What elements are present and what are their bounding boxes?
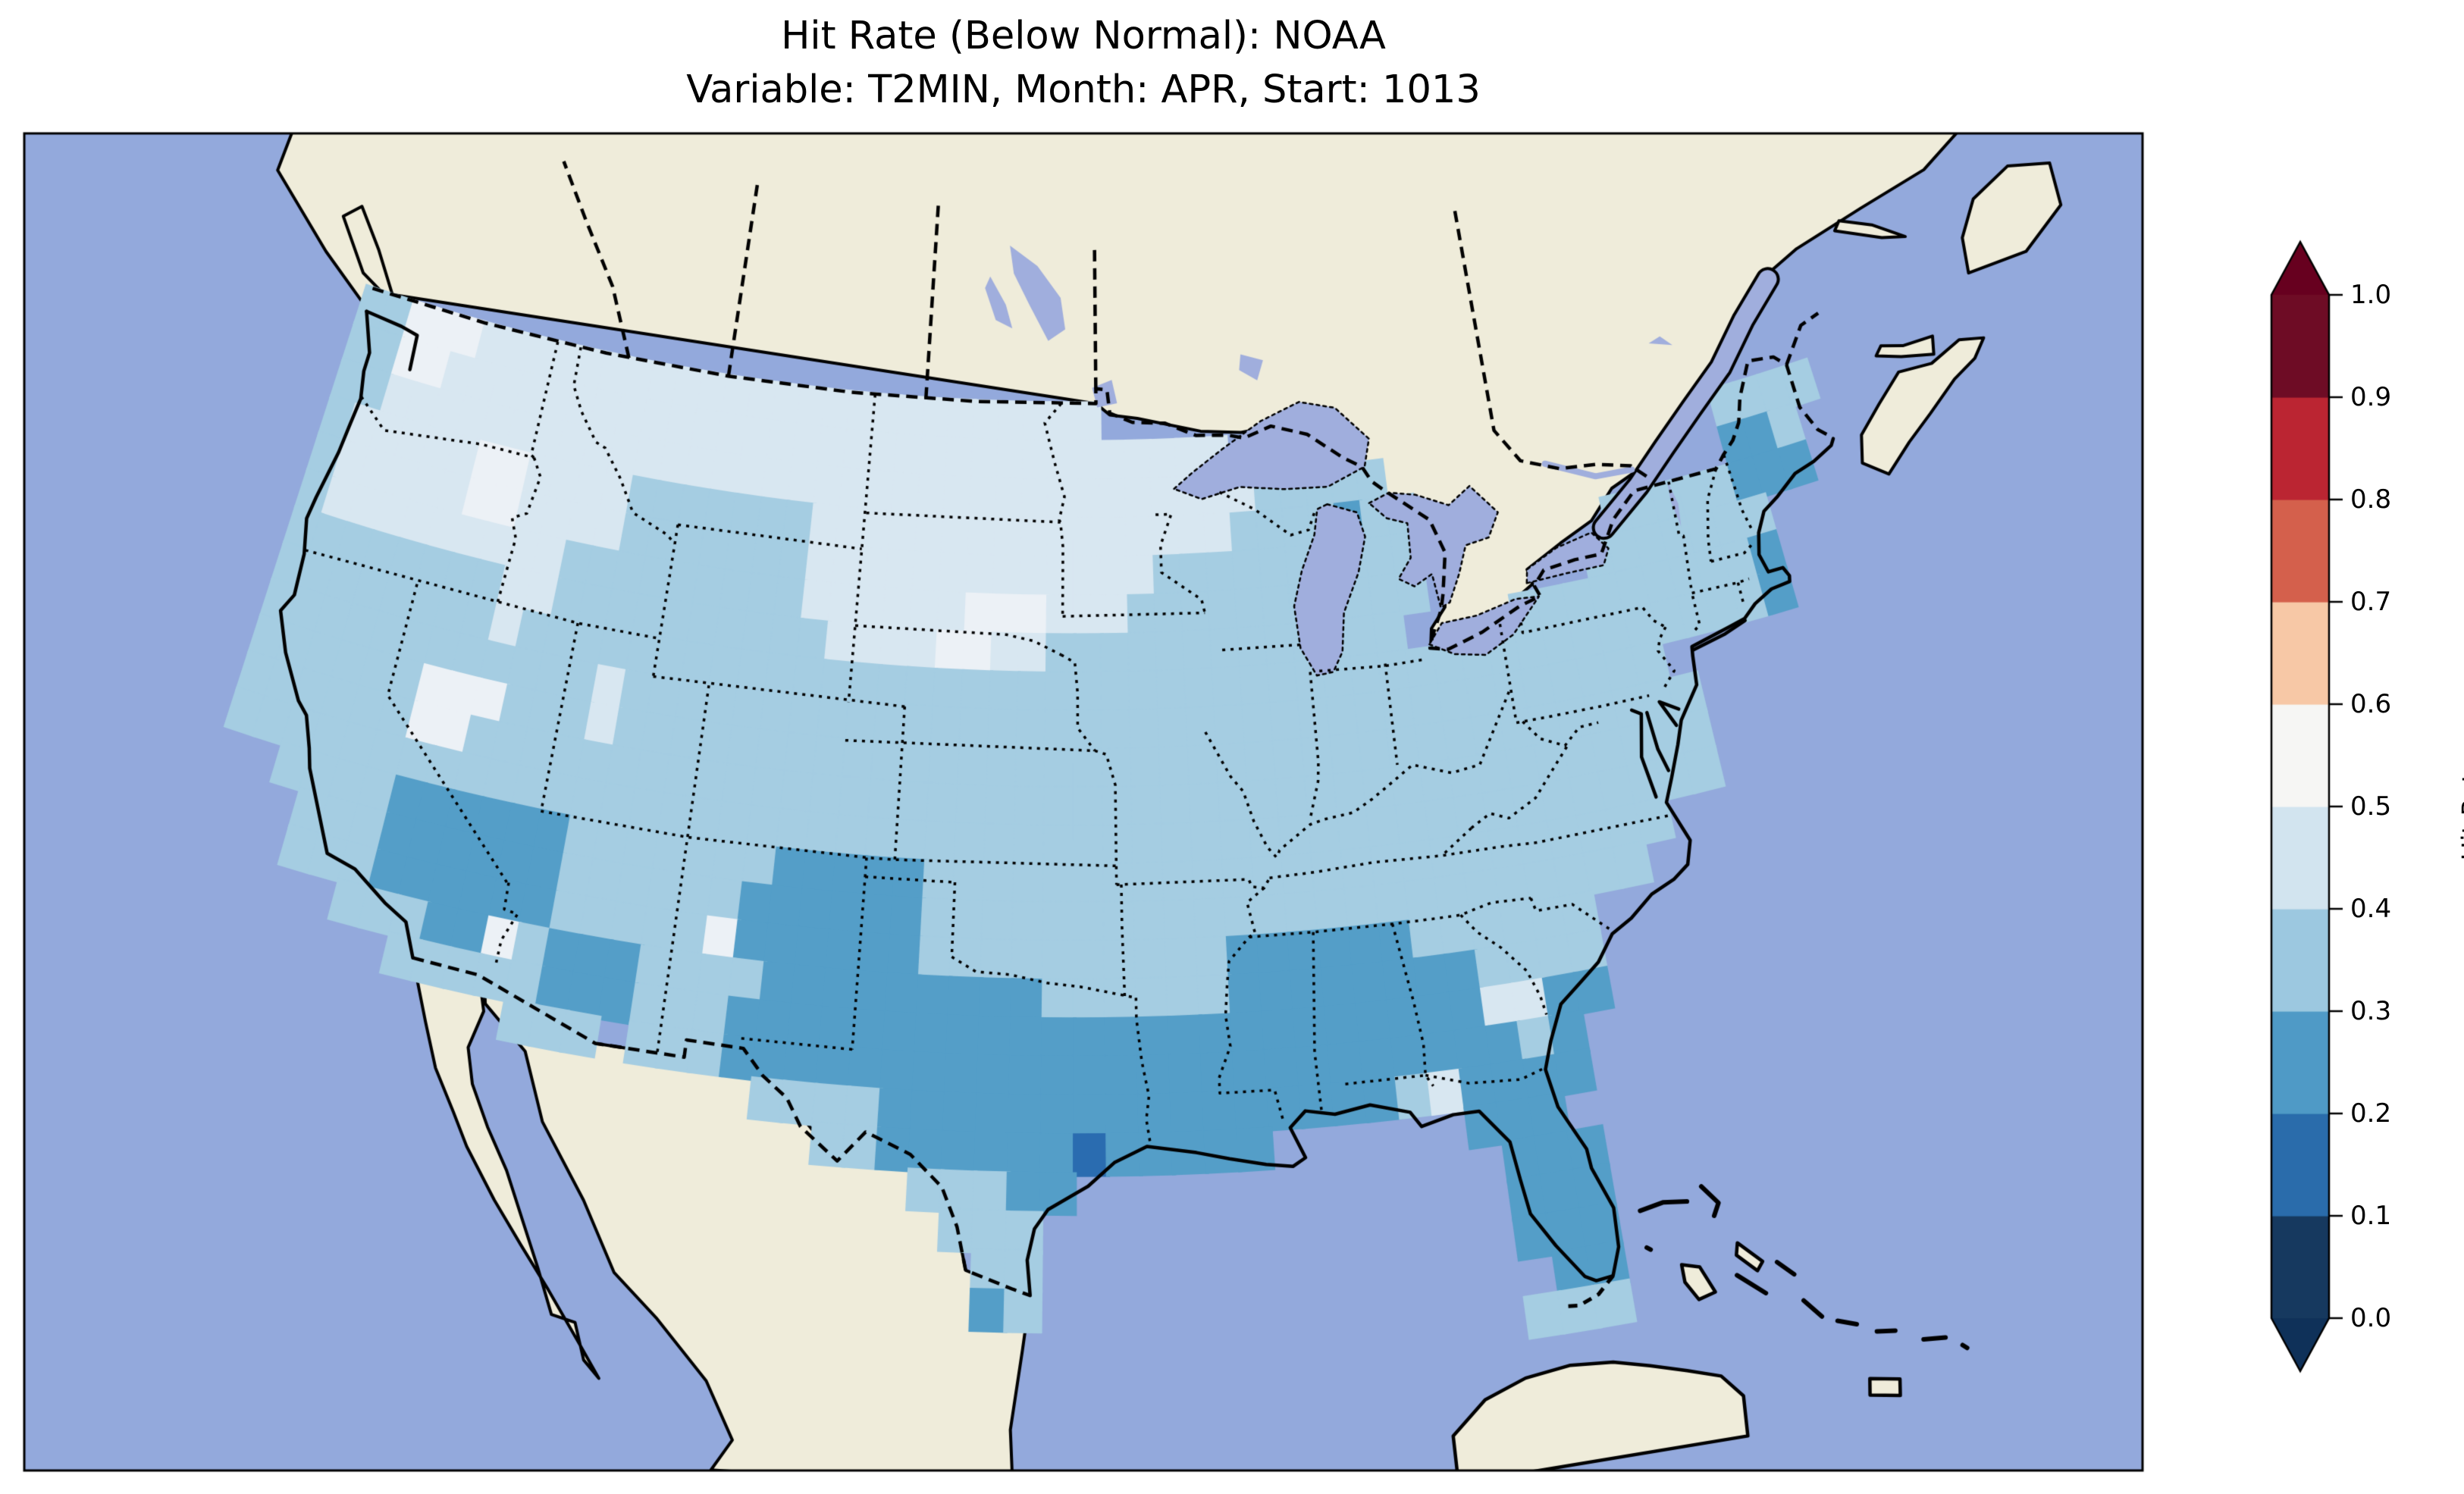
colorbar-tick-label: 1.0 [2350,280,2392,310]
colorbar-tick-label: 0.7 [2350,587,2392,617]
colorbar-axis-label: Hit Rate [2456,756,2464,861]
colorbar-tick-label: 0.8 [2350,484,2392,515]
colorbar-tick-label: 0.9 [2350,382,2392,412]
colorbar-tick-label: 0.2 [2350,1098,2392,1129]
colorbar-tick-label: 0.4 [2350,894,2392,924]
colorbar-tick-label: 0.3 [2350,996,2392,1026]
plot-title: Hit Rate (Below Normal): NOAA Variable: … [24,9,2143,117]
colorbar-tick-label: 0.1 [2350,1201,2392,1231]
plot-title-line1: Hit Rate (Below Normal): NOAA [781,14,1386,58]
colorbar-tick-label: 0.5 [2350,791,2392,822]
plot-title-line2: Variable: T2MIN, Month: APR, Start: 1013 [686,67,1481,112]
colorbar-tick-label: 0.0 [2350,1303,2392,1333]
colorbar-tick-label: 0.6 [2350,689,2392,719]
